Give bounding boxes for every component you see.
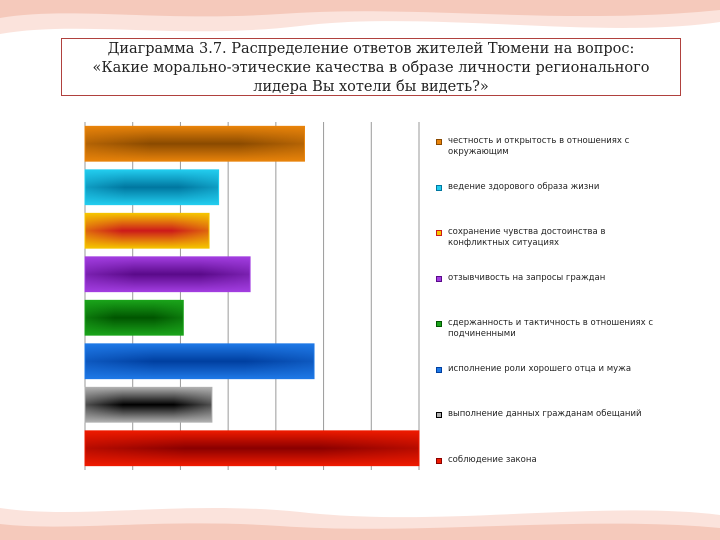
bar-sheen-6 — [85, 343, 315, 379]
bar-sheen-4 — [85, 256, 251, 292]
legend-label-line-1: исполнение роли хорошего отца и мужа — [448, 363, 632, 374]
legend-label: исполнение роли хорошего отца и мужа — [448, 364, 663, 375]
bar-sheen-5 — [85, 300, 184, 336]
legend-label-line-1: отзывчивость на запросы граждан — [448, 272, 606, 283]
legend-swatch — [436, 366, 442, 373]
chart-title-box: Диаграмма 3.7. Распределение ответов жит… — [61, 38, 681, 96]
legend-label: сохранение чувства достоинства в конфликт… — [448, 227, 663, 249]
legend-swatch — [436, 139, 442, 145]
wave-top-mid — [0, 0, 720, 18]
wave-bottom-mid — [0, 523, 720, 540]
legend-label: отзывчивость на запросы граждан — [448, 273, 663, 284]
chart-legend: честность и открытость в отношениях с окр… — [436, 136, 676, 476]
chart-title-line-2: «Какие морально-этические качества в обр… — [92, 60, 650, 76]
legend-label-line-2: конфликтных ситуациях — [448, 238, 560, 248]
legend-label-line-1: соблюдение закона — [448, 454, 537, 465]
bar-sheen-2 — [85, 169, 219, 205]
legend-label: ведение здорового образа жизни — [448, 182, 663, 193]
legend-label: соблюдение закона — [448, 455, 663, 466]
legend-label-line-1: честность и открытость в отношениях с — [448, 136, 630, 146]
legend-label-line-1: сдержанность и тактичность в отношениях … — [448, 318, 654, 328]
bar-sheen-8 — [85, 430, 419, 466]
legend-swatch — [436, 230, 442, 236]
legend-swatch — [436, 457, 442, 464]
legend-swatch — [436, 321, 442, 327]
legend-swatch — [436, 412, 442, 418]
bar-sheen-3 — [85, 213, 210, 249]
bars — [84, 125, 420, 467]
bar-sheen-1 — [85, 126, 305, 162]
chart-title-line-1: Диаграмма 3.7. Распределение ответов жит… — [107, 41, 635, 57]
legend-label-line-1: сохранение чувства достоинства в — [448, 227, 606, 237]
legend-label-line-2: подчиненными — [448, 329, 516, 339]
legend-label-line-1: выполнение данных гражданам обещаний — [448, 409, 642, 419]
legend-label-line-1: ведение здорового образа жизни — [448, 181, 600, 192]
legend-swatch — [436, 275, 442, 282]
legend-swatch — [436, 184, 442, 191]
legend-label: честность и открытость в отношениях с окр… — [448, 136, 663, 158]
chart-panel — [61, 96, 681, 500]
bar-sheen-7 — [85, 387, 212, 423]
chart-title-line-3: лидера Вы хотели бы видеть?» — [253, 79, 489, 95]
legend-label-line-2: окружающим — [448, 147, 509, 157]
legend-label: сдержанность и тактичность в отношениях … — [448, 318, 663, 340]
legend-label: выполнение данных гражданам обещаний — [448, 409, 663, 420]
bar-chart — [84, 122, 420, 470]
